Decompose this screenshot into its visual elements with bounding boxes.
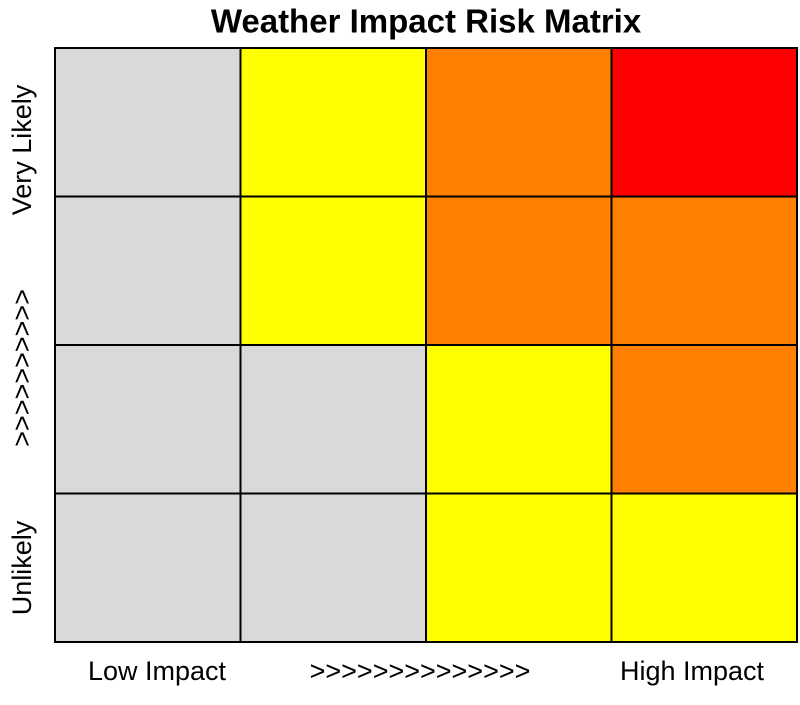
- cell: [54, 344, 242, 495]
- x-label-right: High Impact: [620, 656, 765, 686]
- cell: [54, 47, 242, 198]
- title: Weather Impact Risk Matrix: [211, 3, 642, 40]
- cell: [54, 195, 242, 346]
- cell: [610, 47, 798, 198]
- cell: [425, 492, 613, 643]
- cell: [610, 195, 798, 346]
- cell: [239, 344, 427, 495]
- cell: [239, 47, 427, 198]
- cell: [610, 344, 798, 495]
- cell: [239, 195, 427, 346]
- y-label-top: Very Likely: [7, 84, 37, 215]
- cell: [610, 492, 798, 643]
- y-label-bottom: Unlikely: [7, 520, 37, 615]
- cell: [425, 195, 613, 346]
- cell: [54, 492, 242, 643]
- cell-grid: [54, 47, 798, 643]
- x-label-left: Low Impact: [88, 656, 227, 686]
- cell: [239, 492, 427, 643]
- cell: [425, 344, 613, 495]
- x-label-middle: >>>>>>>>>>>>>>: [310, 656, 531, 686]
- cell: [425, 47, 613, 198]
- y-label-middle: >>>>>>>>>>: [7, 289, 37, 447]
